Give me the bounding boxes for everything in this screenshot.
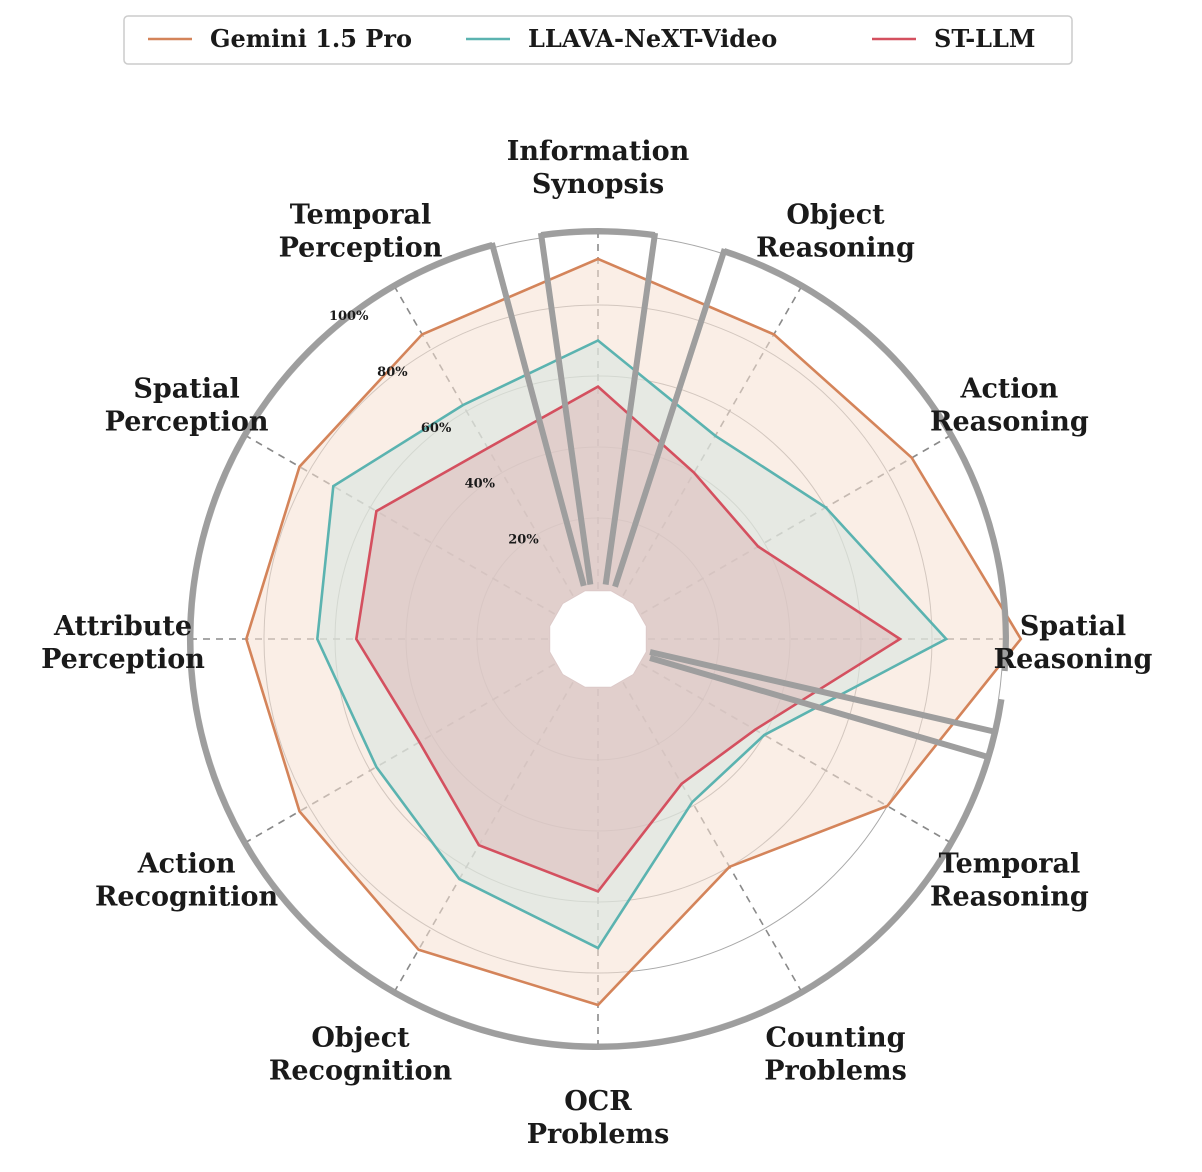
axis-label: Information Synopsis <box>507 136 690 200</box>
tick-label: 40% <box>465 477 496 492</box>
frame-edge <box>537 232 594 585</box>
tick-label: 60% <box>421 421 452 436</box>
tick-labels: 20% 40% 60% 80% 100% <box>329 309 539 548</box>
axis-label-line: Reasoning <box>930 407 1089 438</box>
tick-label: 20% <box>508 533 539 548</box>
axis-label-line: Perception <box>279 233 443 264</box>
axis-label-line: Spatial <box>133 374 239 405</box>
frame-edge <box>602 232 659 585</box>
axis-label: Temporal Perception <box>279 200 443 264</box>
axis-label: OCR Problems <box>527 1086 670 1150</box>
axis-label: Counting Problems <box>764 1022 907 1086</box>
axis-label-line: Reasoning <box>756 233 915 264</box>
frame-arc-main <box>186 242 1005 1050</box>
frame-edge <box>649 649 997 735</box>
axis-label-line: Temporal <box>939 849 1081 880</box>
tick-label: 100% <box>329 309 369 324</box>
axis-label-line: Recognition <box>95 882 279 913</box>
axis-label-line: Problems <box>527 1119 670 1150</box>
axis-label-line: Reasoning <box>930 882 1089 913</box>
axis-label-line: Synopsis <box>532 169 664 200</box>
axis-label: Object Recognition <box>269 1022 453 1086</box>
frame-layer <box>186 228 1009 1050</box>
series-line-0 <box>244 257 1023 1007</box>
legend-frame <box>123 15 1073 65</box>
axis-label: Object Reasoning <box>756 200 915 264</box>
series-line-2 <box>354 385 903 893</box>
axis-label-line: Action <box>137 849 236 880</box>
axis-label-line: Reasoning <box>994 644 1153 675</box>
axis-label: Spatial Reasoning <box>994 611 1153 675</box>
axis-label-line: Attribute <box>53 611 192 642</box>
axis-label-line: Temporal <box>290 200 432 231</box>
axis-label-line: Object <box>786 200 885 231</box>
axis-label-line: OCR <box>564 1086 632 1117</box>
series-layer <box>244 257 1023 1007</box>
frame-arc-right <box>723 248 1009 672</box>
axis-label: Spatial Perception <box>105 374 269 438</box>
axis-label-line: Perception <box>105 407 269 438</box>
axis-label: Action Recognition <box>95 849 279 913</box>
axis-label-line: Action <box>960 374 1059 405</box>
frame-arc-top <box>540 228 656 238</box>
legend-label: Gemini 1.5 Pro <box>210 24 412 53</box>
tick-label: 80% <box>377 365 408 380</box>
axis-label-line: Perception <box>41 644 205 675</box>
legend-label: ST-LLM <box>934 24 1036 53</box>
axis-label: Action Reasoning <box>930 374 1089 438</box>
axis-label-line: Object <box>311 1022 410 1053</box>
axis-label: Temporal Reasoning <box>930 849 1089 913</box>
legend-label: LLAVA-NeXT-Video <box>528 24 777 53</box>
series-line-1 <box>315 338 949 950</box>
axis-label-line: Problems <box>764 1055 907 1086</box>
legend: Gemini 1.5 Pro LLAVA-NeXT-Video ST-LLM <box>123 15 1073 65</box>
axis-label-line: Recognition <box>269 1055 453 1086</box>
axis-label-line: Counting <box>766 1022 906 1053</box>
axis-label-line: Information <box>507 136 690 167</box>
frame-edge <box>488 242 587 587</box>
axis-label-line: Spatial <box>1020 611 1126 642</box>
axis-label: Attribute Perception <box>41 611 205 675</box>
frame-edge <box>612 248 728 588</box>
center-hole <box>549 590 647 688</box>
frame-edge <box>649 655 989 760</box>
